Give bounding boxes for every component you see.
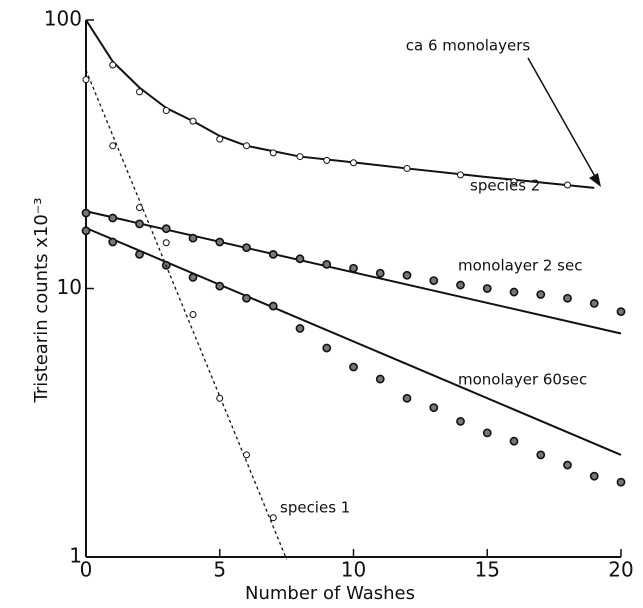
data-point xyxy=(242,243,251,253)
data-point xyxy=(242,293,251,303)
data-point xyxy=(81,226,91,236)
series-label: monolayer 60sec xyxy=(458,371,587,389)
data-point xyxy=(563,460,572,470)
data-point xyxy=(216,135,224,143)
data-point xyxy=(109,142,117,150)
y-tick-label: 10 xyxy=(57,275,82,299)
data-point xyxy=(403,164,411,172)
data-point xyxy=(188,233,198,243)
x-tick-label: 10 xyxy=(341,558,366,582)
data-point xyxy=(536,290,546,299)
data-point xyxy=(429,403,439,413)
data-point xyxy=(589,299,599,308)
data-point xyxy=(536,450,546,460)
data-point xyxy=(322,343,332,353)
data-point xyxy=(616,307,626,317)
data-point xyxy=(268,249,278,259)
series-label: monolayer 2 sec xyxy=(458,257,582,275)
data-point xyxy=(509,436,519,446)
data-point xyxy=(243,142,250,150)
data-point xyxy=(456,280,465,290)
data-point xyxy=(563,293,572,303)
x-tick-label: 20 xyxy=(608,558,633,582)
annotation: ca 6 monolayers xyxy=(406,37,531,55)
data-point xyxy=(189,117,197,125)
data-point xyxy=(349,362,358,372)
data-point xyxy=(296,153,304,161)
data-point xyxy=(322,259,332,269)
data-point xyxy=(135,219,144,229)
annotation-arrow xyxy=(527,57,598,181)
y-axis-label: Tristearin counts x10⁻³ xyxy=(31,198,52,404)
x-tick-label: 0 xyxy=(80,558,93,582)
data-point xyxy=(482,284,492,293)
x-axis-label: Number of Washes xyxy=(245,583,415,604)
data-point xyxy=(108,213,118,223)
data-point xyxy=(215,281,225,291)
annotation-arrowhead xyxy=(589,173,601,187)
series-label: species 1 xyxy=(280,499,350,517)
series-label: species 2 xyxy=(470,177,540,195)
fit-line xyxy=(85,227,622,456)
data-point xyxy=(323,156,331,164)
data-point xyxy=(81,208,91,218)
data-point xyxy=(457,171,464,179)
data-point xyxy=(509,287,519,297)
data-point xyxy=(589,471,599,481)
data-point xyxy=(188,272,198,282)
data-point xyxy=(269,514,277,522)
data-point xyxy=(564,181,571,189)
data-point xyxy=(402,393,412,403)
x-tick-label: 5 xyxy=(213,558,226,582)
data-point xyxy=(349,263,358,273)
data-point xyxy=(162,107,170,115)
y-tick-label: 1 xyxy=(69,544,82,568)
data-point xyxy=(510,178,518,186)
data-point xyxy=(82,76,90,84)
data-point xyxy=(108,237,118,247)
data-point xyxy=(616,477,626,487)
x-tick-label: 15 xyxy=(475,558,500,582)
data-point xyxy=(350,159,357,167)
data-point xyxy=(482,428,492,438)
data-point xyxy=(243,451,250,459)
data-point xyxy=(136,204,143,212)
fit-line xyxy=(85,19,595,189)
data-point xyxy=(162,239,170,247)
data-point xyxy=(216,394,224,402)
data-point xyxy=(402,270,412,280)
data-point xyxy=(375,374,385,384)
data-point xyxy=(429,276,439,286)
data-point xyxy=(375,268,385,278)
data-point xyxy=(456,416,465,426)
data-point xyxy=(135,249,144,259)
data-point xyxy=(268,301,278,311)
y-tick-label: 100 xyxy=(44,7,82,31)
data-point xyxy=(269,149,277,157)
data-point xyxy=(109,61,117,69)
data-point xyxy=(161,224,171,234)
data-point xyxy=(189,311,197,319)
data-point xyxy=(295,254,305,264)
fit-line xyxy=(85,69,288,560)
data-point xyxy=(295,324,305,333)
data-point xyxy=(215,237,225,247)
data-point xyxy=(136,88,143,96)
